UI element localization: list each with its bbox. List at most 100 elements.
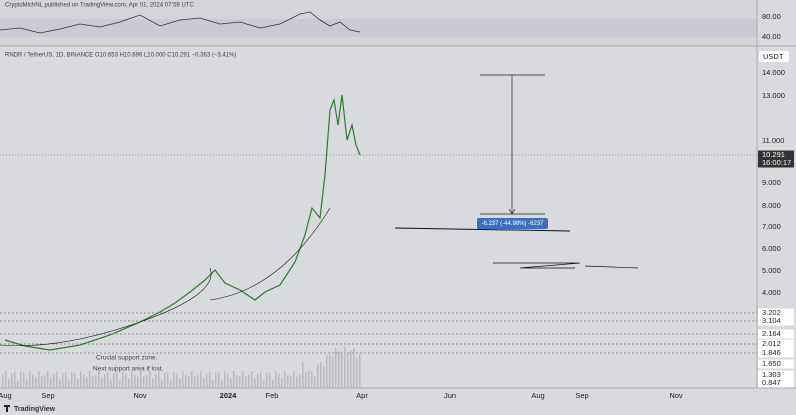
volume-bar	[257, 373, 259, 387]
time-tick-label: Sep	[575, 391, 588, 400]
volume-bar	[56, 371, 58, 387]
volume-bar	[92, 376, 94, 387]
price-tick-label: 6.000	[762, 244, 781, 253]
volume-bar	[176, 373, 178, 387]
volume-bar	[323, 365, 325, 387]
volume-bar	[275, 371, 277, 387]
volume-bar	[356, 357, 358, 387]
volume-bar	[47, 371, 49, 387]
price-tick-label: 4.000	[762, 288, 781, 297]
volume-bar	[302, 361, 304, 387]
volume-bar	[245, 376, 247, 387]
volume-bar	[107, 371, 109, 387]
trend-arrow	[0, 267, 212, 347]
volume-bar	[155, 373, 157, 387]
volume-bar	[308, 370, 310, 387]
volume-bar	[179, 378, 181, 387]
volume-bar	[11, 372, 13, 387]
rsi-line	[0, 11, 361, 34]
price-tick-label: 0.847	[762, 378, 781, 387]
volume-bar	[281, 378, 283, 387]
price-tick-label: 2.164	[762, 329, 781, 338]
volume-bar	[200, 371, 202, 387]
volume-bar	[335, 348, 337, 387]
volume-bar	[62, 372, 64, 387]
time-tick-label: Nov	[669, 391, 683, 400]
drawn-arrow	[584, 265, 639, 269]
price-tick-label: 7.000	[762, 222, 781, 231]
price-tick-label: 2.012	[762, 339, 781, 348]
price-label-box	[758, 329, 794, 339]
volume-bar	[206, 373, 208, 387]
price-tick-label: 8.000	[762, 201, 781, 210]
volume-bar	[41, 375, 43, 387]
drawn-zigzag	[493, 262, 581, 269]
time-tick-label: Aug	[531, 391, 544, 400]
time-tick-label: Nov	[133, 391, 147, 400]
volume-bar	[230, 378, 232, 387]
volume-bar	[242, 371, 244, 387]
volume-bar	[320, 361, 322, 387]
price-label-box	[758, 158, 794, 168]
volume-bar	[272, 379, 274, 387]
measure-label: -6.237 (-44.98%) -6237	[481, 221, 544, 227]
price-label-box	[758, 150, 794, 160]
volume-bar	[2, 374, 4, 387]
volume-bar	[119, 380, 121, 387]
volume-bar	[116, 372, 118, 387]
volume-bar	[305, 371, 307, 387]
volume-bar	[77, 378, 79, 387]
volume-bar	[113, 372, 115, 387]
currency: USDT	[763, 52, 784, 61]
volume-bar	[197, 375, 199, 387]
volume-bar	[161, 379, 163, 387]
volume-bar	[344, 346, 346, 387]
volume-bar	[146, 375, 148, 387]
volume-bar	[209, 371, 211, 387]
rsi-tick: 40.00	[762, 32, 781, 41]
price-tick-label: 9.000	[762, 178, 781, 187]
volume-bar	[83, 374, 85, 387]
volume-bar	[32, 374, 34, 387]
volume-bar	[350, 350, 352, 387]
price-label-box	[758, 378, 794, 388]
price-tick-label: 16:00:17	[762, 158, 791, 167]
volume-bar	[224, 371, 226, 387]
volume-bar	[68, 380, 70, 387]
volume-bar	[284, 371, 286, 387]
rsi-tick: 80.00	[762, 12, 781, 21]
volume-bar	[236, 374, 238, 387]
price-label-box	[758, 316, 794, 326]
price-tick-label: 5.000	[762, 266, 781, 275]
volume-bar	[338, 351, 340, 387]
drawn-line	[394, 227, 571, 232]
volume-bar	[185, 374, 187, 387]
volume-bar	[233, 371, 235, 387]
volume-bar	[59, 379, 61, 387]
volume-bar	[53, 374, 55, 387]
volume-bar	[188, 376, 190, 387]
price-tick-label: 1.846	[762, 348, 781, 357]
measure-label-box	[477, 218, 548, 229]
time-tick-label: Sep	[41, 391, 54, 400]
volume-bar	[314, 376, 316, 387]
volume-bar	[122, 371, 124, 387]
price-tick-label: 14.000	[762, 68, 785, 77]
time-tick-label: Aug	[0, 391, 12, 400]
volume	[2, 346, 361, 387]
volume-bar	[167, 372, 169, 387]
volume-bar	[98, 371, 100, 387]
volume-bar	[134, 374, 136, 387]
volume-bar	[215, 372, 217, 387]
volume-bar	[35, 377, 37, 387]
publisher-line: CryptoMichNL published on TradingView.co…	[5, 3, 194, 9]
volume-bar	[290, 376, 292, 387]
price-label-box	[758, 359, 794, 369]
time-tick-label: 2024	[220, 391, 238, 400]
rsi-band	[0, 19, 757, 37]
volume-bar	[311, 371, 313, 387]
volume-bar	[212, 380, 214, 387]
volume-bar	[173, 371, 175, 387]
